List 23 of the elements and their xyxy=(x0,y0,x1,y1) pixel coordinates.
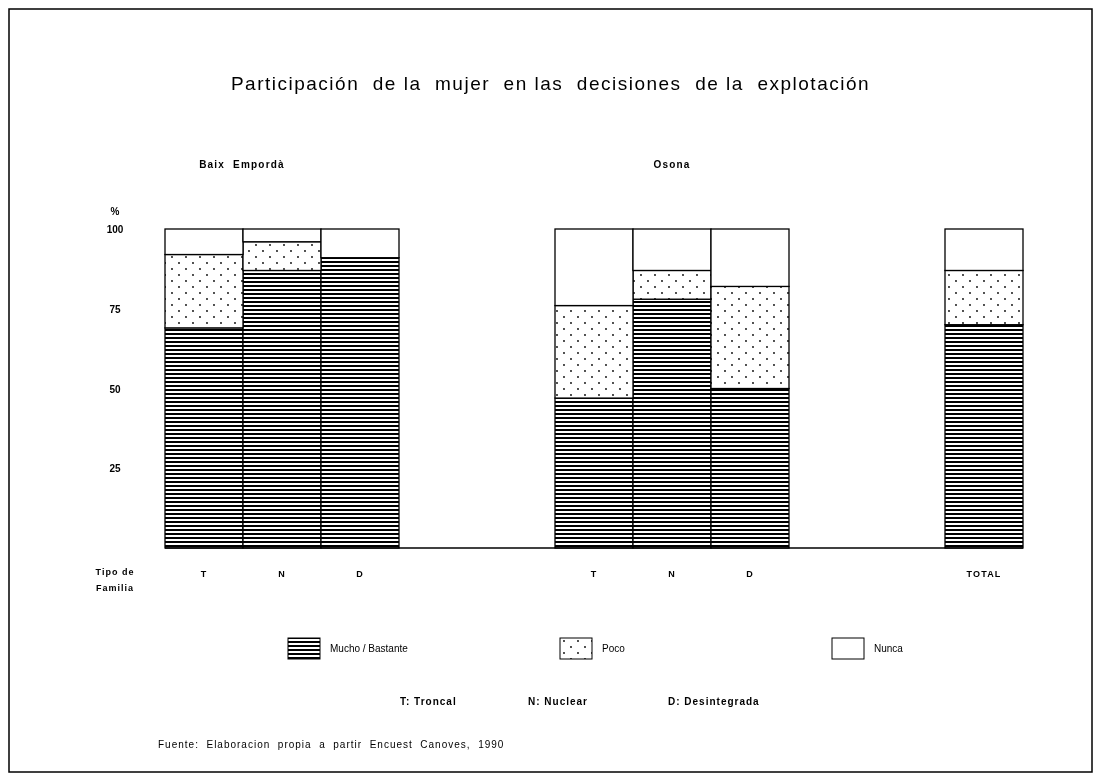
legend-label: Poco xyxy=(602,643,626,654)
text: T: Troncal xyxy=(400,696,457,707)
x-tick-label: T xyxy=(200,569,208,579)
source-note: Fuente: Elaboracion propia a partir Encuest Canoves, 1990 xyxy=(158,739,505,750)
x-tick-label: T xyxy=(590,569,598,579)
x-axis-title: Tipo de Familia xyxy=(95,567,135,593)
legend-label: Nunca xyxy=(874,643,904,654)
y-tick-label: 100 xyxy=(106,224,124,235)
legend-label: Mucho / Bastante xyxy=(330,643,409,654)
y-tick-label: 50 xyxy=(109,383,121,395)
x-tick-label: D xyxy=(356,569,364,579)
x-tick-label: TOTAL xyxy=(966,569,1002,579)
x-tick-label: N xyxy=(278,569,286,579)
text: N: Nuclear xyxy=(528,696,589,707)
y-tick-label: 75 xyxy=(109,303,121,315)
x-tick-label: N xyxy=(668,569,676,579)
y-axis-title: % xyxy=(110,206,120,217)
chart-title: Participación de la mujer en las decisiones de la explotación xyxy=(230,73,871,94)
text: D: Desintegrada xyxy=(668,696,760,707)
y-tick-label: 25 xyxy=(109,463,121,475)
x-tick-label: D xyxy=(746,569,754,579)
text: Osona xyxy=(653,159,691,170)
text: Baix Empordà xyxy=(199,159,285,170)
